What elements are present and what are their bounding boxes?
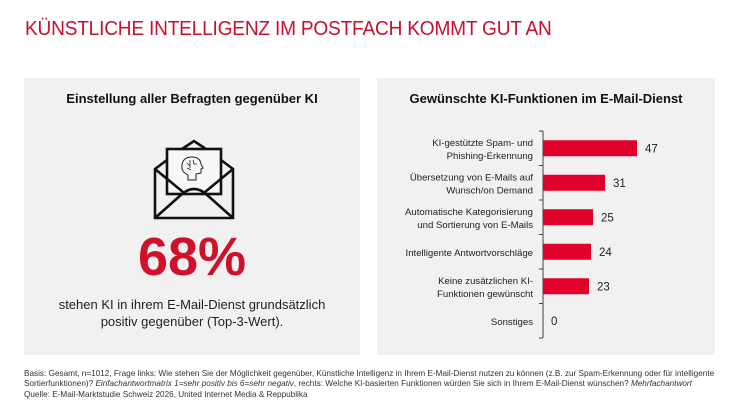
attitude-panel: Einstellung aller Befragten gegenüber KI…	[24, 78, 360, 355]
attitude-panel-title: Einstellung aller Befragten gegenüber KI	[66, 91, 318, 106]
envelope-with-ai-head-icon	[153, 139, 235, 220]
category-label: KI-gestützte Spam- und Phishing-Erkennung	[432, 138, 533, 162]
footnote-text: Sortierfunktionen)?	[24, 379, 96, 389]
bar	[543, 278, 589, 295]
footnote-source: Quelle: E-Mail-Marktstudie Schweiz 2026,…	[24, 389, 308, 399]
category-label-line: und Sortierung von E-Mails	[417, 220, 533, 231]
category-label: Intelligente Antwortvorschläge	[406, 248, 533, 259]
data-label: 31	[613, 178, 626, 190]
category-label-line: Wunsch/on Demand	[446, 185, 533, 196]
footnote-italic: Einfachantwortmatrix 1=sehr positiv bis …	[95, 379, 294, 389]
category-label: Sonstiges	[491, 317, 533, 328]
ai-head-icon	[181, 156, 204, 181]
footnote-text: , rechts: Welche KI-basierten Funktionen…	[293, 379, 631, 389]
data-label: 0	[551, 316, 557, 328]
stat-description-line: positiv gegenüber (Top-3-Wert).	[100, 314, 284, 329]
category-label-line: Übersetzung von E-Mails auf	[410, 172, 534, 183]
category-label-line: Intelligente Antwortvorschläge	[406, 248, 533, 259]
category-label-line: Automatische Kategorisierung	[405, 207, 533, 218]
data-label: 24	[599, 247, 612, 259]
features-panel: Gewünschte KI-Funktionen im E-Mail-Diens…	[377, 78, 715, 355]
data-label: 47	[645, 143, 658, 155]
bar	[543, 174, 605, 191]
category-label-line: Funktionen gewünscht	[437, 289, 533, 300]
stat-description-line: stehen KI in ihrem E-Mail-Dienst grundsä…	[58, 297, 326, 312]
bar	[543, 140, 637, 157]
bar	[543, 243, 591, 260]
footnote-line-1: Basis: Gesamt, n=1012, Frage links: Wie …	[24, 369, 715, 378]
footnote-italic: Mehrfachantwort	[630, 379, 692, 389]
positive-share-stat: 68%	[137, 227, 247, 287]
stat-description: stehen KI in ihrem E-Mail-Dienst grundsä…	[24, 296, 360, 330]
category-label-line: Phishing-Erkennung	[447, 151, 533, 162]
features-chart-title: Gewünschte KI-Funktionen im E-Mail-Diens…	[409, 91, 683, 106]
features-bar-chart: 47 KI-gestützte Spam- und Phishing-Erkennu…	[405, 130, 658, 339]
category-label: Übersetzung von E-Mails auf Wunsch/on Dem…	[410, 172, 534, 196]
bar	[543, 209, 593, 226]
footnote: Basis: Gesamt, n=1012, Frage links: Wie …	[24, 369, 724, 400]
footnote-line-2: Sortierfunktionen)? Einfachantwortmatrix…	[24, 379, 724, 389]
category-label-line: KI-gestützte Spam- und	[432, 138, 533, 149]
data-label: 25	[601, 212, 614, 224]
category-label-line: Keine zusätzlichen KI-	[438, 276, 533, 287]
data-label: 23	[597, 281, 610, 293]
page-title: KÜNSTLICHE INTELLIGENZ IM POSTFACH KOMMT…	[25, 17, 552, 40]
category-label: Automatische Kategorisierung und Sortieru…	[405, 207, 533, 231]
category-label-line: Sonstiges	[491, 317, 533, 328]
category-label: Keine zusätzlichen KI- Funktionen gewünsc…	[437, 276, 533, 300]
